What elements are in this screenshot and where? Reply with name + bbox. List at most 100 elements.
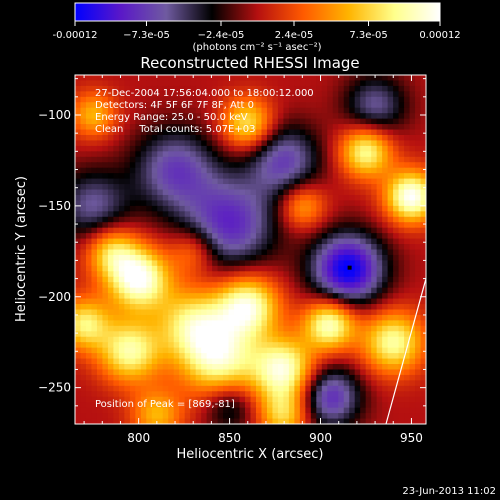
heatmap-cell: [266, 325, 274, 332]
heatmap-cell: [124, 380, 131, 387]
heatmap-cell: [272, 276, 279, 283]
heatmap-cell: [316, 413, 323, 420]
heatmap-cell: [321, 380, 328, 387]
heatmap-cell: [371, 271, 378, 278]
heatmap-cell: [135, 391, 142, 398]
heatmap-cell: [261, 418, 268, 424]
heatmap-cell: [283, 391, 290, 398]
heatmap-cell: [398, 374, 405, 381]
heatmap-cell: [107, 96, 114, 103]
heatmap-cell: [398, 413, 405, 420]
heatmap-cell: [157, 391, 164, 398]
heatmap-cell: [135, 85, 142, 92]
heatmap-cell: [80, 113, 87, 120]
heatmap-cell: [140, 140, 147, 147]
heatmap-cell: [80, 293, 87, 300]
heatmap-cell: [212, 178, 219, 185]
heatmap-cell: [261, 358, 268, 365]
heatmap-cell: [272, 260, 279, 267]
heatmap-cell: [234, 385, 241, 392]
heatmap-cell: [85, 162, 93, 169]
heatmap-cell: [354, 80, 361, 87]
heatmap-cell: [201, 162, 208, 169]
heatmap-cell: [404, 91, 411, 98]
heatmap-cell: [294, 238, 301, 245]
heatmap-cell: [415, 80, 422, 87]
heatmap-cell: [96, 364, 104, 371]
heatmap-cell: [91, 124, 98, 131]
heatmap-cell: [327, 222, 334, 229]
heatmap-cell: [365, 222, 372, 229]
heatmap-cell: [217, 418, 224, 424]
heatmap-cell: [338, 336, 345, 343]
heatmap-cell: [96, 107, 104, 114]
heatmap-cell: [173, 396, 180, 403]
heatmap-cell: [250, 80, 257, 87]
heatmap-cell: [118, 129, 125, 136]
heatmap-cell: [217, 358, 224, 365]
heatmap-cell: [255, 298, 263, 305]
heatmap-cell: [277, 162, 284, 169]
heatmap-cell: [376, 314, 383, 321]
heatmap-cell: [217, 271, 224, 278]
heatmap-cell: [398, 145, 405, 152]
heatmap-cell: [212, 391, 219, 398]
heatmap-cell: [387, 364, 394, 371]
heatmap-cell: [415, 325, 422, 332]
heatmap-cell: [201, 249, 208, 256]
heatmap-cell: [168, 162, 175, 169]
heatmap-cell: [354, 205, 361, 212]
heatmap-cell: [261, 238, 268, 245]
heatmap-cell: [272, 238, 279, 245]
heatmap-cell: [124, 364, 131, 371]
heatmap-cell: [234, 418, 241, 424]
heatmap-cell: [272, 287, 279, 294]
heatmap-cell: [277, 364, 284, 371]
heatmap-cell: [255, 380, 263, 387]
heatmap-cell: [146, 244, 153, 251]
heatmap-cell: [261, 347, 268, 354]
heatmap-cell: [266, 342, 274, 349]
heatmap-cell: [234, 325, 241, 332]
heatmap-cell: [201, 385, 208, 392]
heatmap-cell: [393, 260, 400, 267]
heatmap-cell: [85, 282, 93, 289]
heatmap-cell: [195, 418, 202, 424]
heatmap-cell: [266, 216, 274, 223]
heatmap-cell: [151, 205, 158, 212]
heatmap-cell: [212, 107, 219, 114]
heatmap-cell: [261, 233, 268, 240]
heatmap-cell: [305, 238, 312, 245]
heatmap-cell: [91, 276, 98, 283]
heatmap-cell: [404, 151, 411, 158]
heatmap-cell: [162, 396, 169, 403]
heatmap-cell: [305, 222, 312, 229]
heatmap-cell: [239, 162, 246, 169]
heatmap-cell: [91, 380, 98, 387]
heatmap-cell: [228, 358, 235, 365]
heatmap-cell: [234, 96, 241, 103]
heatmap-cell: [261, 173, 268, 180]
heatmap-cell: [376, 369, 383, 376]
heatmap-cell: [102, 249, 109, 256]
heatmap-cell: [195, 167, 202, 174]
heatmap-cell: [212, 271, 219, 278]
heatmap-cell: [343, 238, 350, 245]
heatmap-cell: [140, 96, 147, 103]
heatmap-cell: [129, 369, 136, 376]
heatmap-cell: [234, 271, 241, 278]
heatmap-cell: [162, 216, 169, 223]
heatmap-cell: [151, 304, 158, 311]
heatmap-cell: [151, 293, 158, 300]
heatmap-cell: [234, 233, 241, 240]
heatmap-cell: [151, 347, 158, 354]
heatmap-cell: [162, 309, 169, 316]
heatmap-cell: [404, 189, 411, 196]
heatmap-cell: [135, 184, 142, 191]
heatmap-cell: [195, 331, 202, 338]
heatmap-cell: [113, 260, 120, 267]
heatmap-cell: [316, 140, 323, 147]
heatmap-cell: [239, 216, 246, 223]
heatmap-cell: [212, 293, 219, 300]
heatmap-cell: [398, 314, 405, 321]
